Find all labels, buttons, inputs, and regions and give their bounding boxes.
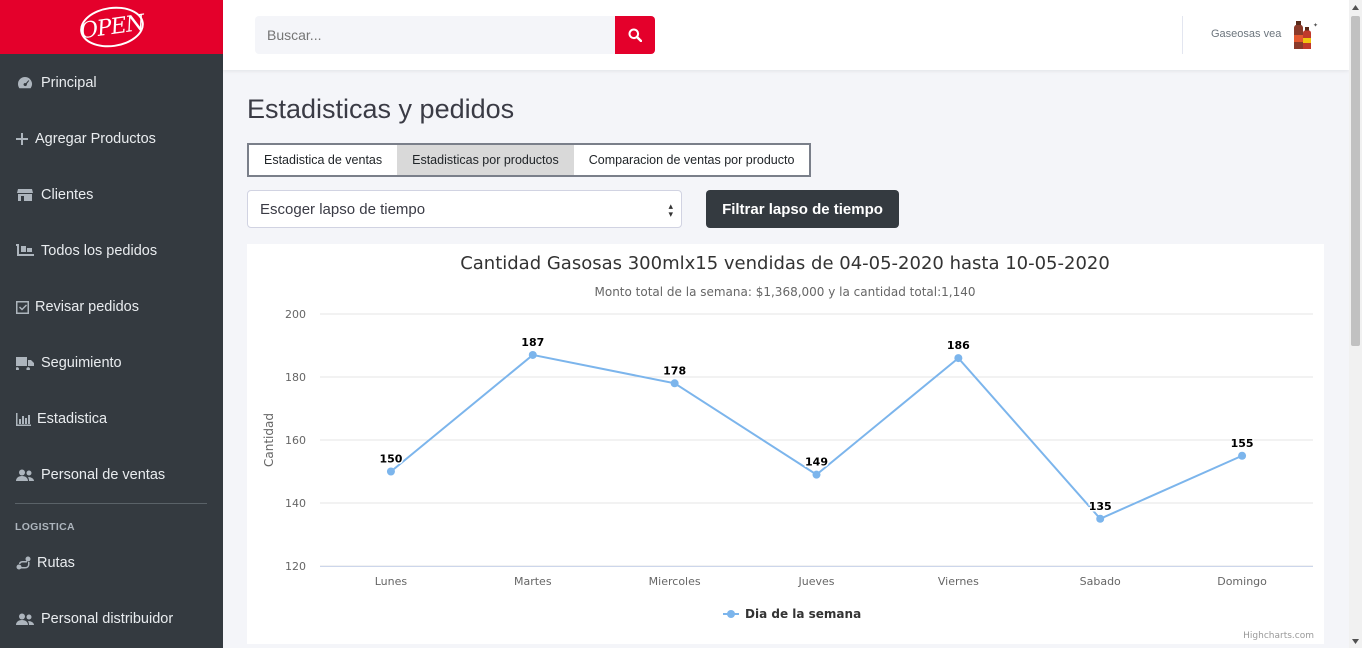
truck-icon <box>15 355 35 371</box>
y-tick-label: 180 <box>285 371 306 384</box>
avatar[interactable]: ✦ <box>1291 19 1319 51</box>
data-point <box>1096 514 1105 523</box>
tabs: Estadistica de ventas Estadisticas por p… <box>247 143 812 177</box>
y-tick-label: 160 <box>285 434 306 447</box>
scroll-down-arrow[interactable] <box>1349 634 1362 648</box>
scroll-up-arrow[interactable] <box>1349 0 1362 14</box>
sidebar-item-personal-distribuidor[interactable]: Personal distribuidor <box>0 599 223 639</box>
x-tick-label: Lunes <box>375 575 408 588</box>
tab-estadistica-de-ventas[interactable]: Estadistica de ventas <box>249 145 398 175</box>
sidebar-item-agregar-productos[interactable]: Agregar Productos <box>0 119 223 159</box>
data-point <box>954 354 963 363</box>
x-tick-label: Miercoles <box>649 575 701 588</box>
data-point <box>812 470 821 479</box>
line-chart: Cantidad Gasosas 300mlx15 vendidas de 04… <box>262 253 1314 641</box>
sidebar-item-principal[interactable]: Principal <box>0 63 223 103</box>
sidebar-item-seguimiento[interactable]: Seguimiento <box>0 343 223 383</box>
data-label: 178 <box>663 364 686 377</box>
route-icon <box>15 555 31 571</box>
time-range-select-value: Escoger lapso de tiempo <box>260 200 426 218</box>
data-label: 187 <box>521 336 544 349</box>
scroll-thumb[interactable] <box>1351 16 1360 346</box>
sidebar-item-label: Estadistica <box>37 411 108 427</box>
sidebar-item-label: Principal <box>41 75 97 91</box>
y-tick-label: 120 <box>285 560 306 573</box>
legend-symbol-marker <box>727 610 735 618</box>
sidebar-item-revisar-pedidos[interactable]: Revisar pedidos <box>0 287 223 327</box>
soda-bottles-icon: ✦ <box>1294 21 1318 49</box>
tab-comparacion-de-ventas[interactable]: Comparacion de ventas por producto <box>573 145 810 175</box>
series-line <box>390 353 1243 520</box>
page-scrollbar[interactable] <box>1349 0 1362 648</box>
brand-logo: OPEN <box>77 2 146 52</box>
sidebar: OPEN Principal Agregar Productos Cliente… <box>0 0 223 648</box>
sidebar-item-estadistica[interactable]: Estadistica <box>0 399 223 439</box>
chart-icon <box>15 411 31 427</box>
svg-text:✦: ✦ <box>1313 22 1318 29</box>
x-tick-label: Domingo <box>1217 575 1267 588</box>
chart-title: Cantidad Gasosas 300mlx15 vendidas de 04… <box>460 253 1110 274</box>
search-icon <box>628 28 642 42</box>
data-label: 186 <box>947 339 970 352</box>
select-caret-icon: ▴ ▾ <box>668 201 673 219</box>
sidebar-item-label: Seguimiento <box>41 355 122 371</box>
data-label: 155 <box>1231 437 1254 450</box>
sidebar-item-label: Todos los pedidos <box>41 243 158 259</box>
legend-item: Dia de la semana <box>745 607 861 621</box>
y-axis-title: Cantidad <box>262 413 276 467</box>
dolly-icon <box>15 243 35 259</box>
sidebar-item-label: Clientes <box>41 187 94 203</box>
chart-panel: Cantidad Gasosas 300mlx15 vendidas de 04… <box>247 244 1324 644</box>
search-form <box>255 16 655 54</box>
sidebar-item-todos-los-pedidos[interactable]: Todos los pedidos <box>0 231 223 271</box>
plus-icon <box>15 131 29 147</box>
y-tick-label: 200 <box>285 308 306 321</box>
sidebar-item-label: Agregar Productos <box>35 131 156 147</box>
sidebar-item-label: Rutas <box>37 555 75 571</box>
checkbox-icon <box>15 299 29 315</box>
store-icon <box>15 187 35 203</box>
x-tick-label: Jueves <box>798 575 835 588</box>
data-label: 149 <box>805 456 828 469</box>
sidebar-item-label: Revisar pedidos <box>35 299 139 315</box>
chart-credits: Highcharts.com <box>1243 631 1314 641</box>
brand-header[interactable]: OPEN <box>0 0 223 54</box>
topbar: Gaseosas vea ✦ <box>223 0 1349 70</box>
x-tick-label: Sabado <box>1080 575 1121 588</box>
data-point <box>1238 451 1247 460</box>
dashboard-icon <box>15 75 35 91</box>
user-name[interactable]: Gaseosas vea <box>1211 28 1282 40</box>
users-icon <box>15 611 35 627</box>
sidebar-item-rutas[interactable]: Rutas <box>0 543 223 583</box>
data-label: 135 <box>1089 500 1112 513</box>
tab-estadisticas-por-productos[interactable]: Estadisticas por productos <box>397 145 574 175</box>
data-point <box>528 350 537 359</box>
data-point <box>670 379 679 388</box>
y-tick-label: 140 <box>285 497 306 510</box>
sidebar-item-label: Personal distribuidor <box>41 611 174 627</box>
data-point <box>386 467 395 476</box>
sidebar-item-clientes[interactable]: Clientes <box>0 175 223 215</box>
sidebar-item-personal-de-ventas[interactable]: Personal de ventas <box>0 455 223 495</box>
sidebar-section-heading: LOGISTICA <box>15 521 75 533</box>
sidebar-divider <box>15 503 207 504</box>
x-tick-label: Martes <box>514 575 552 588</box>
filter-time-range-button[interactable]: Filtrar lapso de tiempo <box>706 190 899 228</box>
users-icon <box>15 467 35 483</box>
time-range-select[interactable]: Escoger lapso de tiempo ▴ ▾ <box>247 190 682 228</box>
topbar-divider <box>1182 16 1183 54</box>
page-title: Estadisticas y pedidos <box>247 94 515 124</box>
data-label: 150 <box>379 453 402 466</box>
search-button[interactable] <box>615 16 655 54</box>
search-input[interactable] <box>255 16 615 54</box>
chart-subtitle: Monto total de la semana: $1,368,000 y l… <box>595 285 976 299</box>
sidebar-item-label: Personal de ventas <box>41 467 166 483</box>
x-tick-label: Viernes <box>938 575 979 588</box>
